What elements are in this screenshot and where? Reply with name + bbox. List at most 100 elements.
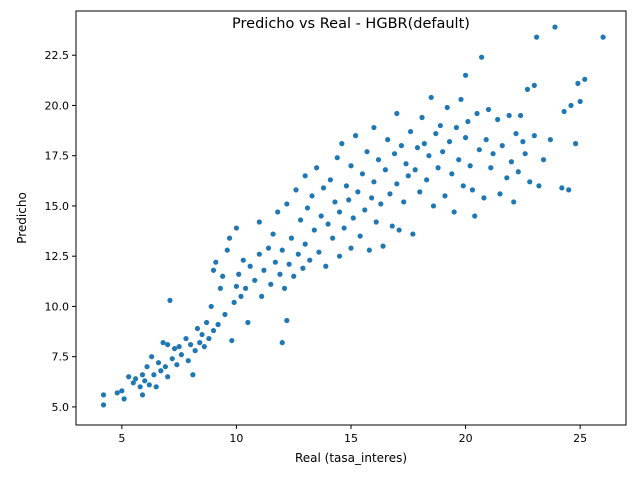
scatter-point [348,245,354,251]
scatter-point [474,110,480,117]
scatter-point [483,137,489,143]
scatter-point [139,392,146,398]
scatter-point [336,209,343,215]
scatter-point [334,155,340,161]
scatter-point [467,163,473,169]
scatter-point [440,149,446,155]
scatter-point [270,231,276,237]
scatter-point [100,392,107,398]
scatter-point [444,104,450,111]
scatter-point [566,187,572,193]
scatter-point [419,114,425,121]
scatter-point [247,263,253,269]
y-tick-label: 20.0 [45,99,70,112]
scatter-point [517,112,524,119]
scatter-point [197,340,203,346]
scatter-point [245,319,251,326]
y-tick-label: 7.5 [52,351,70,364]
scatter-point [208,303,214,310]
scatter-point [359,171,366,177]
scatter-point [300,265,306,271]
scatter-point [272,259,278,265]
scatter-point [151,372,157,378]
scatter-point [233,283,240,289]
y-tick-label: 5.0 [52,401,70,414]
scatter-point [401,199,407,205]
scatter-point [332,199,338,205]
scatter-point [204,319,210,326]
scatter-point [220,273,226,279]
scatter-point [268,281,274,287]
scatter-point [174,362,180,368]
scatter-point [387,191,393,197]
x-tick-label: 5 [118,432,125,445]
scatter-point [165,374,171,380]
scatter-point [119,388,125,394]
scatter-point [371,179,377,185]
y-axis: 5.0 7.5 10.0 12.5 15.0 17.5 20.0 22.5 [45,49,76,414]
scatter-point [350,215,356,221]
scatter-point [284,201,290,207]
scatter-point [391,151,398,157]
scatter-point [256,251,262,257]
scatter-point [185,358,191,364]
scatter-point [288,235,295,241]
scatter-point [336,253,343,259]
scatter-point [421,141,427,147]
scatter-point [176,344,182,350]
scatter-point [114,390,120,396]
scatter-point [515,169,521,175]
scatter-point [410,231,416,237]
scatter-point [314,165,320,171]
scatter-point [497,191,503,197]
scatter-point [144,364,150,370]
scatter-point [437,122,443,129]
scatter-point [240,257,246,263]
scatter-point [187,342,194,348]
scatter-point [297,217,304,223]
scatter-point [435,165,441,171]
scatter-point [462,135,469,141]
scatter-point [279,247,285,253]
scatter-point [309,193,315,199]
scatter-point [385,137,391,143]
scatter-point [192,348,198,354]
scatter-point [284,317,290,324]
scatter-point [233,225,240,231]
scatter-point [405,173,411,179]
scatter-point [341,225,347,231]
scatter-point [364,149,370,155]
scatter-point [362,207,368,213]
scatter-point [137,384,143,390]
scatter-point [165,342,171,348]
scatter-point [382,167,388,173]
scatter-point [318,213,324,219]
scatter-point [366,247,372,253]
scatter-point [160,340,166,346]
scatter-point [325,221,331,227]
chart-title: Predicho vs Real - HGBR(default) [232,16,470,32]
data-points [100,24,606,408]
scatter-point [222,311,228,318]
scatter-point [302,241,308,247]
scatter-point [238,293,244,299]
scatter-point [600,34,606,40]
scatter-point [460,183,466,189]
scatter-point [307,257,313,263]
scatter-point [476,147,482,153]
scatter-point [485,106,492,113]
scatter-point [513,130,519,137]
scatter-point [479,54,485,60]
scatter-point [488,165,494,171]
scatter-point [194,325,201,332]
scatter-point [352,133,359,139]
scatter-point [304,205,311,211]
scatter-point [536,183,542,189]
scatter-point [139,372,146,378]
scatter-point [343,183,350,189]
scatter-point [540,157,547,163]
scatter-point [403,161,409,167]
scatter-point [504,175,510,181]
scatter-point [224,247,230,253]
